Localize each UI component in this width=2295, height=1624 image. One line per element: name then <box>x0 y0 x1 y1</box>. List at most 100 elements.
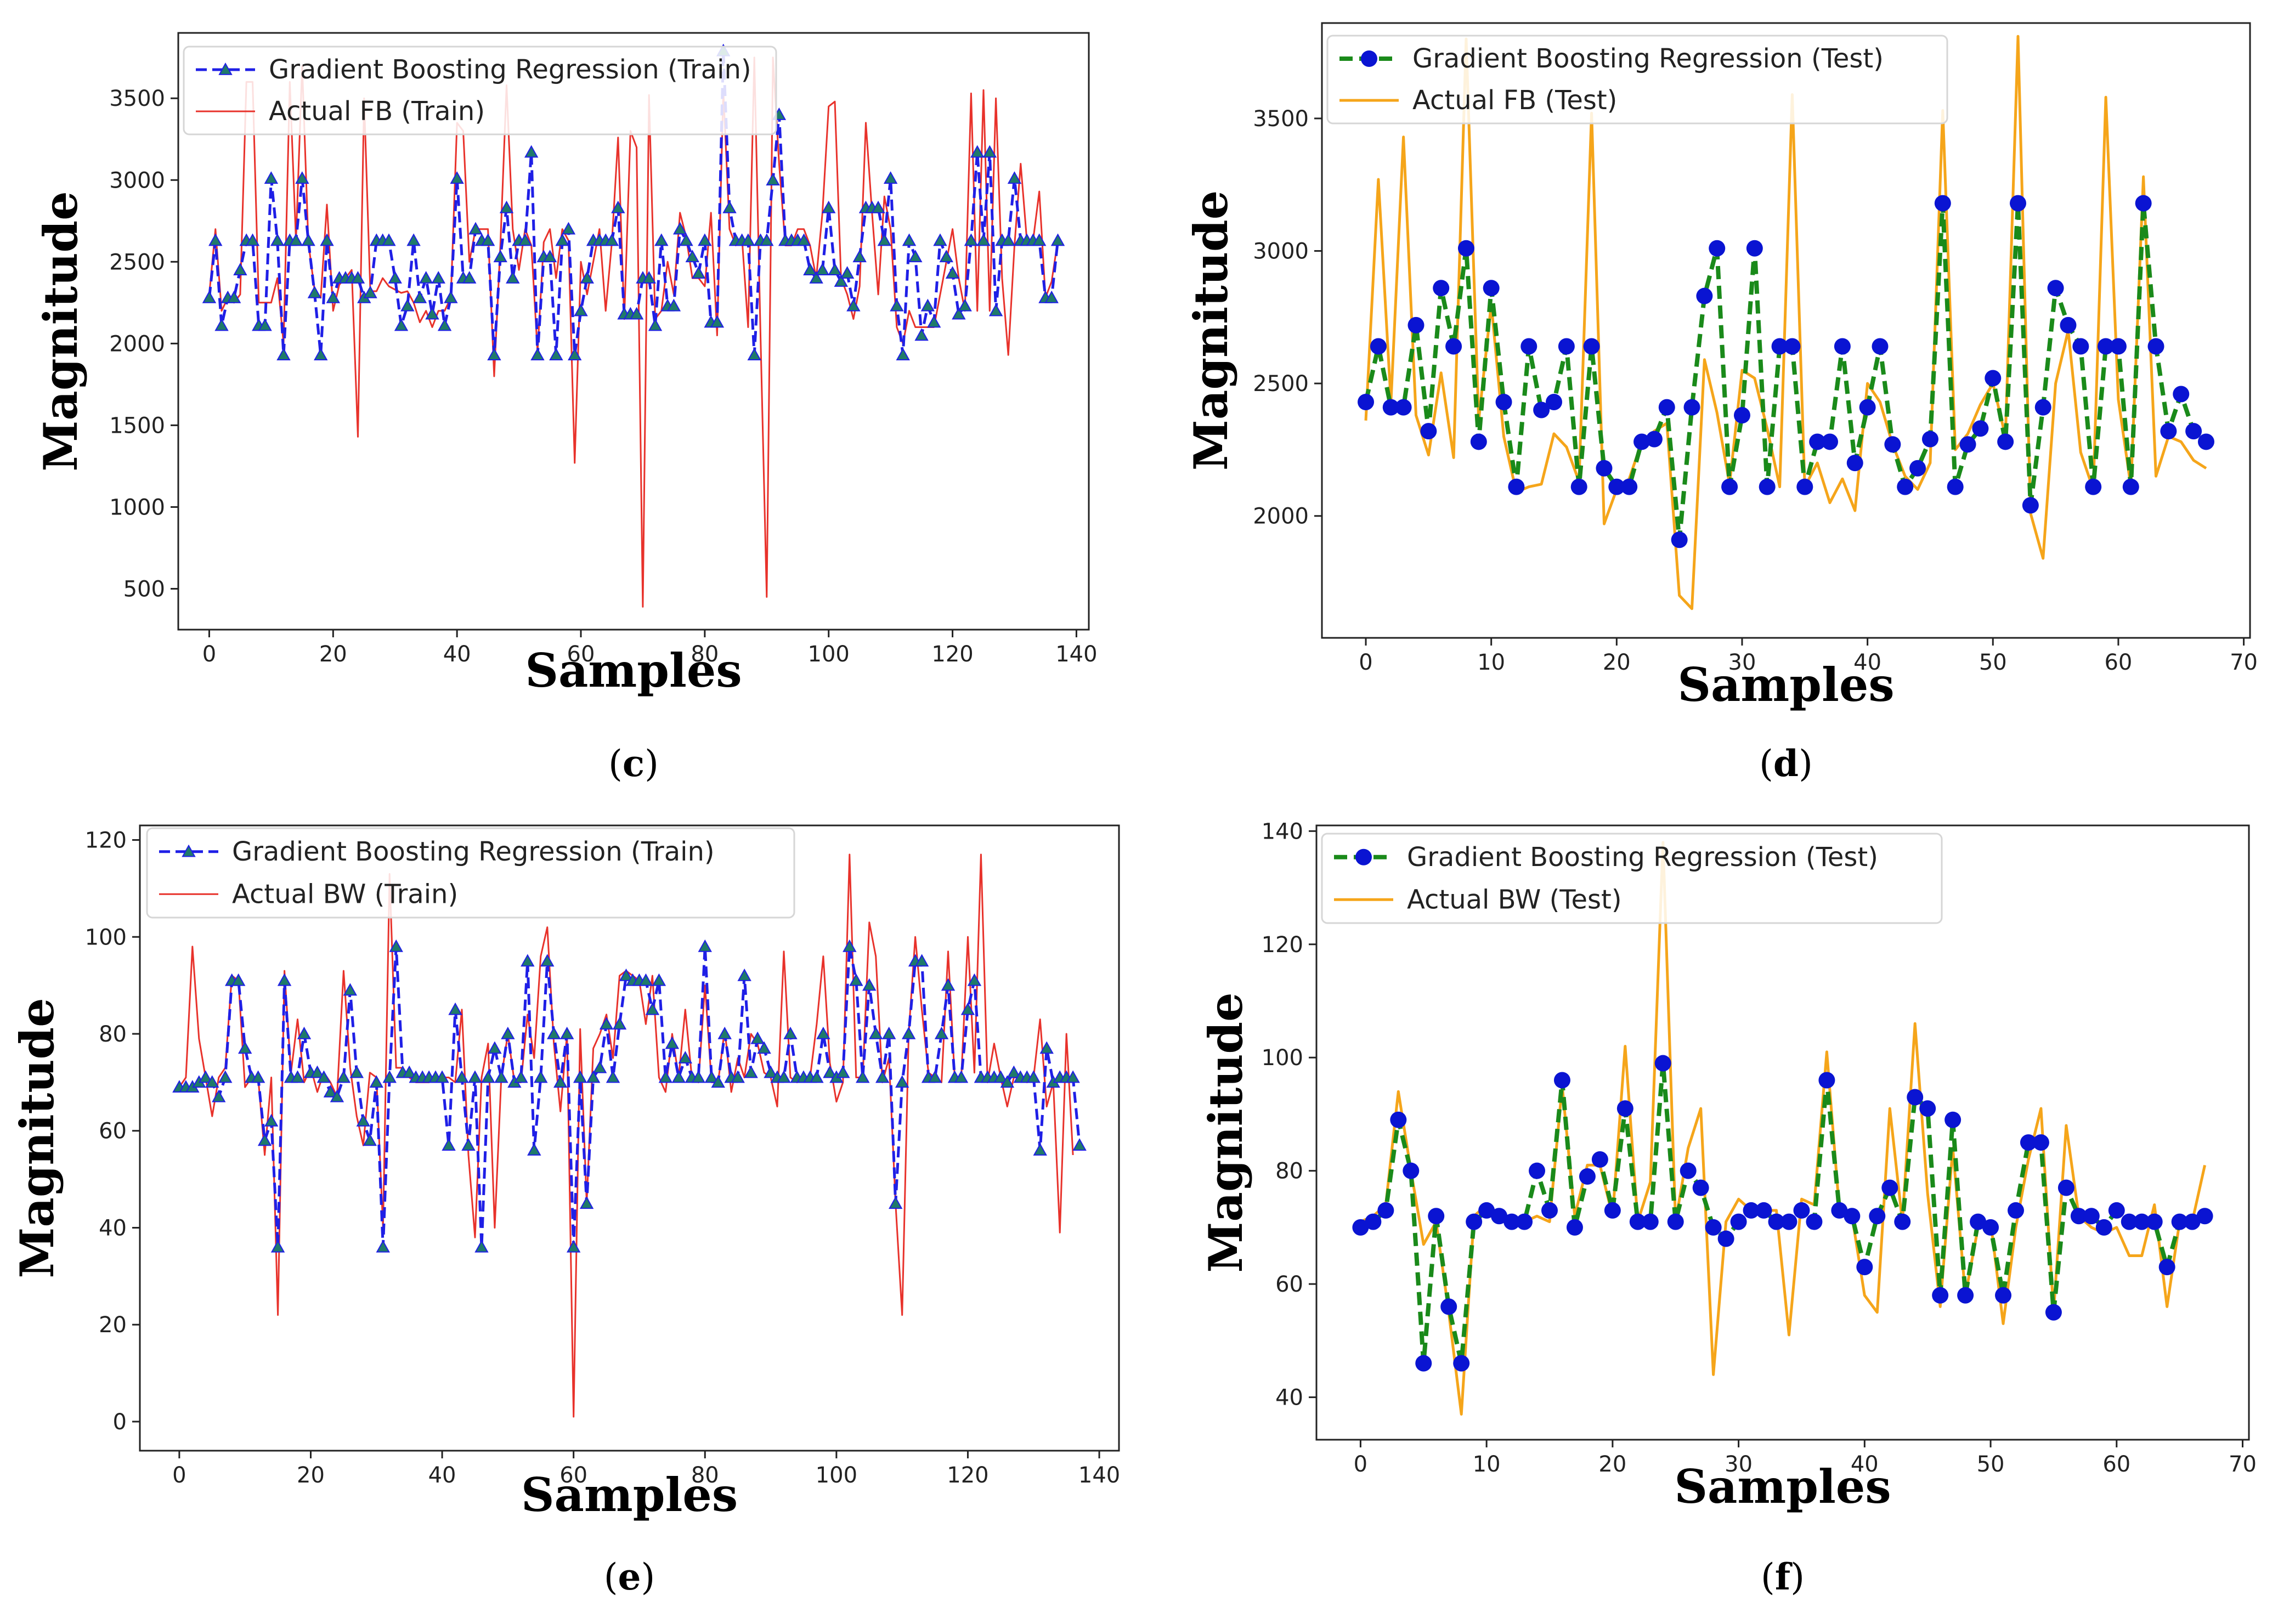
data-point <box>933 233 947 246</box>
chart-panel-d: 0 10 20 30 40 50 60 70 2000 2500 3000 3500 Samples Ma… <box>1184 22 2258 785</box>
data-point <box>958 298 972 312</box>
data-point <box>952 307 966 320</box>
data-point <box>849 973 863 986</box>
data-point <box>499 200 514 213</box>
data-point <box>1395 399 1412 416</box>
data-point <box>606 1070 620 1083</box>
data-point <box>2146 1213 2163 1230</box>
data-point <box>212 1089 226 1102</box>
data-point <box>1834 338 1851 355</box>
y-tick-label: 2500 <box>109 250 165 275</box>
data-point <box>555 233 569 246</box>
data-point <box>783 1026 798 1039</box>
data-point <box>336 1070 351 1083</box>
data-point <box>1566 1219 1583 1236</box>
data-point <box>954 1070 969 1083</box>
data-point <box>264 1114 279 1127</box>
data-point <box>1733 407 1750 424</box>
data-point <box>1919 1100 1936 1117</box>
data-point <box>1921 431 1938 448</box>
data-point <box>1529 1162 1546 1179</box>
data-point <box>901 1026 916 1039</box>
data-point <box>1390 1111 1407 1128</box>
data-point <box>468 222 483 235</box>
legend: Gradient Boosting Regression (Test) Actua… <box>1326 35 1948 125</box>
data-point <box>1407 316 1425 333</box>
data-point <box>914 954 929 967</box>
data-point <box>757 1041 771 1054</box>
data-point <box>2158 1259 2175 1276</box>
x-tick-label: 140 <box>1078 1463 1120 1488</box>
data-point <box>2147 338 2164 355</box>
data-point <box>741 233 755 246</box>
data-point <box>2095 1219 2112 1236</box>
data-point <box>1508 478 1525 495</box>
y-tick-label: 140 <box>1262 819 1303 844</box>
data-point <box>895 1075 909 1088</box>
data-point <box>941 978 956 991</box>
data-point <box>574 303 588 316</box>
data-point <box>326 290 341 303</box>
chart-panel-f: 0 10 20 30 40 50 60 70 40 60 80 100 120 140 Samples Mag… <box>1199 819 2257 1598</box>
data-point <box>877 233 892 246</box>
data-point <box>731 1070 745 1083</box>
data-point <box>691 266 706 279</box>
data-point <box>540 954 555 967</box>
data-point <box>1793 1202 1810 1219</box>
x-tick-label: 40 <box>1853 650 1881 675</box>
data-point <box>1440 1298 1457 1315</box>
data-point <box>295 171 309 184</box>
data-point <box>1553 1072 1570 1089</box>
data-point <box>506 271 520 284</box>
data-point <box>363 285 377 298</box>
data-point <box>1869 1208 1886 1225</box>
data-point <box>400 298 415 312</box>
data-point <box>1730 1213 1747 1230</box>
data-point <box>388 271 402 284</box>
data-point <box>945 266 960 279</box>
data-point <box>1066 1070 1080 1083</box>
data-point <box>1692 1179 1709 1196</box>
data-point <box>1608 478 1625 495</box>
chart-panel-e: 0 20 40 60 80 100 120 140 0 20 40 60 80 100 120 Samples… <box>10 824 1120 1598</box>
plot-frame <box>139 824 1120 1452</box>
data-point <box>462 271 477 284</box>
data-point <box>1629 1213 1646 1230</box>
plot-area <box>202 43 1065 608</box>
data-point <box>691 1070 705 1083</box>
legend-label-predicted: Gradient Boosting Regression (Train) <box>232 836 715 867</box>
y-tick-label: 3000 <box>109 168 165 193</box>
x-tick-label: 80 <box>691 642 719 667</box>
data-point <box>967 973 982 986</box>
data-point <box>1717 1230 1734 1247</box>
data-point <box>1818 1072 1835 1089</box>
data-point <box>1907 1089 1924 1106</box>
data-point <box>810 1070 824 1083</box>
data-point <box>828 263 842 276</box>
data-point <box>698 939 712 952</box>
x-tick-label: 60 <box>567 642 595 667</box>
data-point <box>521 954 535 967</box>
data-point <box>2032 1134 2049 1151</box>
data-point <box>1533 401 1550 418</box>
y-axis-title: Magnitude <box>10 998 64 1278</box>
data-point <box>245 233 260 246</box>
data-point <box>1995 1287 2012 1304</box>
data-point <box>2022 497 2039 514</box>
y-tick-label: 1000 <box>109 495 165 520</box>
data-point <box>1370 338 1387 355</box>
y-tick-label: 100 <box>1262 1045 1303 1071</box>
data-point <box>914 328 929 341</box>
data-point <box>1944 1111 1962 1128</box>
data-point <box>1985 370 2002 387</box>
data-point <box>442 1138 456 1151</box>
data-point <box>289 233 303 246</box>
y-tick-label: 80 <box>99 1022 127 1047</box>
data-point <box>1972 420 1989 437</box>
data-point <box>816 1026 830 1039</box>
data-point <box>939 250 953 263</box>
y-tick-label: 40 <box>99 1215 127 1241</box>
data-point <box>619 968 634 981</box>
x-tick-label: 100 <box>816 1463 857 1488</box>
